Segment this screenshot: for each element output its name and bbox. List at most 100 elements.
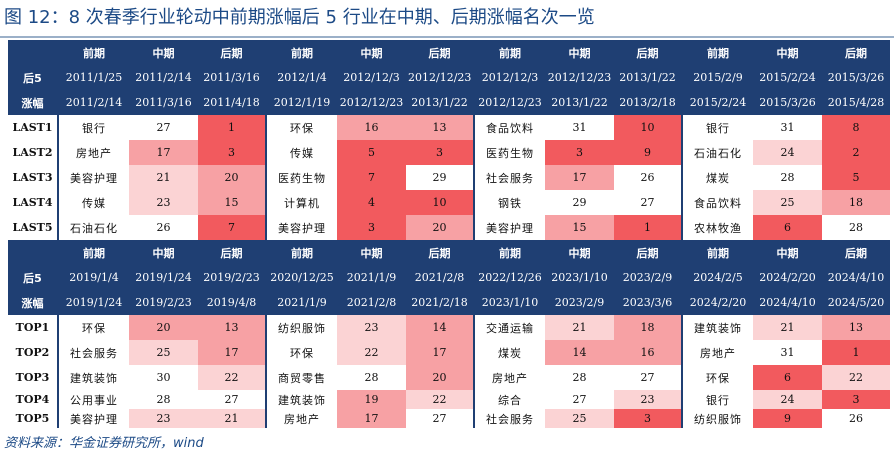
industry-name: 交通运输 bbox=[473, 315, 545, 340]
mid-rank-cell: 31 bbox=[753, 115, 822, 140]
mid-rank-cell: 24 bbox=[753, 390, 822, 409]
industry-name: 石油石化 bbox=[57, 215, 129, 240]
mid-rank-cell: 3 bbox=[545, 140, 614, 165]
industry-name: 美容护理 bbox=[57, 165, 129, 190]
corner-top-label: 后5 bbox=[8, 65, 58, 90]
late-rank-cell: 16 bbox=[614, 340, 682, 365]
late-rank-cell: 26 bbox=[614, 165, 682, 190]
late-rank-cell: 17 bbox=[406, 340, 474, 365]
start-date: 2015/2/9 bbox=[681, 65, 753, 90]
period-label: 中期 bbox=[545, 40, 614, 65]
figure-title: 图 12：8 次春季行业轮动中前期涨幅后 5 行业在中期、后期涨幅名次一览 bbox=[4, 7, 595, 28]
start-date: 2019/2/23 bbox=[198, 265, 266, 290]
mid-rank-cell: 23 bbox=[129, 190, 198, 215]
start-date: 2023/2/9 bbox=[614, 265, 682, 290]
mid-rank-cell: 16 bbox=[337, 115, 406, 140]
table-row: TOP3 建筑装饰 30 22 商贸零售 28 20 房地产 28 27 环保 6 22 bbox=[8, 365, 890, 390]
start-date: 2011/2/14 bbox=[129, 65, 198, 90]
industry-name: 环保 bbox=[681, 365, 753, 390]
industry-name: 计算机 bbox=[265, 190, 337, 215]
late-rank-cell: 5 bbox=[822, 165, 890, 190]
late-rank-cell: 27 bbox=[198, 390, 266, 409]
late-rank-cell: 22 bbox=[822, 365, 890, 390]
late-rank-cell: 1 bbox=[198, 115, 266, 140]
mid-rank-cell: 27 bbox=[545, 390, 614, 409]
industry-name: 纺织服饰 bbox=[265, 315, 337, 340]
rank-label: LAST3 bbox=[12, 171, 53, 184]
industry-name: 传媒 bbox=[265, 140, 337, 165]
late-rank-cell: 27 bbox=[406, 409, 474, 428]
industry-name: 煤炭 bbox=[681, 165, 753, 190]
rank-label: TOP5 bbox=[15, 412, 50, 425]
late-rank-cell: 1 bbox=[614, 215, 682, 240]
start-date: 2020/12/25 bbox=[265, 265, 337, 290]
table-row: TOP1 环保 20 13 纺织服饰 23 14 交通运输 21 18 建筑装饰 21 13 bbox=[8, 315, 890, 340]
late-rank-cell: 3 bbox=[198, 140, 266, 165]
end-date: 2024/4/10 bbox=[753, 290, 822, 315]
mid-rank-cell: 26 bbox=[129, 215, 198, 240]
start-date: 2012/12/3 bbox=[473, 65, 545, 90]
end-date: 2012/12/23 bbox=[337, 90, 406, 115]
period-label: 前期 bbox=[681, 240, 753, 265]
end-date: 2011/4/18 bbox=[198, 90, 266, 115]
period-label: 后期 bbox=[614, 240, 682, 265]
mid-rank-cell: 24 bbox=[753, 140, 822, 165]
period-label: 前期 bbox=[681, 40, 753, 65]
end-date: 2024/2/20 bbox=[681, 290, 753, 315]
late-rank-cell: 18 bbox=[614, 315, 682, 340]
mid-rank-cell: 17 bbox=[337, 409, 406, 428]
start-date: 2024/2/5 bbox=[681, 265, 753, 290]
late-rank-cell: 14 bbox=[406, 315, 474, 340]
period-label: 中期 bbox=[337, 40, 406, 65]
start-date: 2012/12/23 bbox=[406, 65, 474, 90]
rank-label: TOP3 bbox=[15, 371, 50, 384]
industry-name: 建筑装饰 bbox=[681, 315, 753, 340]
mid-rank-cell: 17 bbox=[129, 140, 198, 165]
mid-rank-cell: 19 bbox=[337, 390, 406, 409]
period-label: 前期 bbox=[57, 240, 129, 265]
industry-name: 煤炭 bbox=[473, 340, 545, 365]
period-label: 中期 bbox=[129, 240, 198, 265]
industry-name: 环保 bbox=[57, 315, 129, 340]
industry-name: 房地产 bbox=[473, 365, 545, 390]
industry-name: 银行 bbox=[681, 115, 753, 140]
end-date: 2021/1/9 bbox=[265, 290, 337, 315]
end-date: 2024/5/20 bbox=[822, 290, 890, 315]
end-date: 2013/2/18 bbox=[614, 90, 682, 115]
industry-name: 房地产 bbox=[265, 409, 337, 428]
table-row: LAST1 银行 27 1 环保 16 13 食品饮料 31 10 银行 31 8 bbox=[8, 115, 890, 140]
end-date: 2013/1/22 bbox=[545, 90, 614, 115]
industry-name: 纺织服饰 bbox=[681, 409, 753, 428]
industry-name: 建筑装饰 bbox=[265, 390, 337, 409]
header-start-row: 后5 2011/1/25 2011/2/14 2011/3/16 2012/1/4 201… bbox=[8, 65, 890, 90]
mid-rank-cell: 9 bbox=[753, 409, 822, 428]
industry-name: 社会服务 bbox=[57, 340, 129, 365]
table-row: LAST2 房地产 17 3 传媒 5 3 医药生物 3 9 石油石化 24 2 bbox=[8, 140, 890, 165]
header-start-row: 后5 2019/1/4 2019/1/24 2019/2/23 2020/12/25 20… bbox=[8, 265, 890, 290]
late-rank-cell: 20 bbox=[198, 165, 266, 190]
late-rank-cell: 13 bbox=[822, 315, 890, 340]
industry-name: 综合 bbox=[473, 390, 545, 409]
start-date: 2019/1/24 bbox=[129, 265, 198, 290]
start-date: 2024/2/20 bbox=[753, 265, 822, 290]
mid-rank-cell: 23 bbox=[129, 409, 198, 428]
period-label: 中期 bbox=[129, 40, 198, 65]
period-label: 后期 bbox=[614, 40, 682, 65]
period-label: 中期 bbox=[337, 240, 406, 265]
mid-rank-cell: 30 bbox=[129, 365, 198, 390]
rank-label: LAST1 bbox=[12, 121, 53, 134]
corner-bottom-label: 涨幅 bbox=[8, 290, 58, 315]
end-date: 2023/3/6 bbox=[614, 290, 682, 315]
late-rank-cell: 1 bbox=[822, 340, 890, 365]
mid-rank-cell: 15 bbox=[545, 215, 614, 240]
late-rank-cell: 13 bbox=[406, 115, 474, 140]
header-end-row: 涨幅 2011/2/14 2011/3/16 2011/4/18 2012/1/19 20… bbox=[8, 90, 890, 115]
end-date: 2013/1/22 bbox=[406, 90, 474, 115]
period-label: 后期 bbox=[406, 240, 474, 265]
late-rank-cell: 21 bbox=[198, 409, 266, 428]
end-date: 2019/4/8 bbox=[198, 290, 266, 315]
late-rank-cell: 20 bbox=[406, 365, 474, 390]
period-label: 后期 bbox=[198, 40, 266, 65]
period-label: 前期 bbox=[57, 40, 129, 65]
rank-label: LAST4 bbox=[12, 196, 53, 209]
